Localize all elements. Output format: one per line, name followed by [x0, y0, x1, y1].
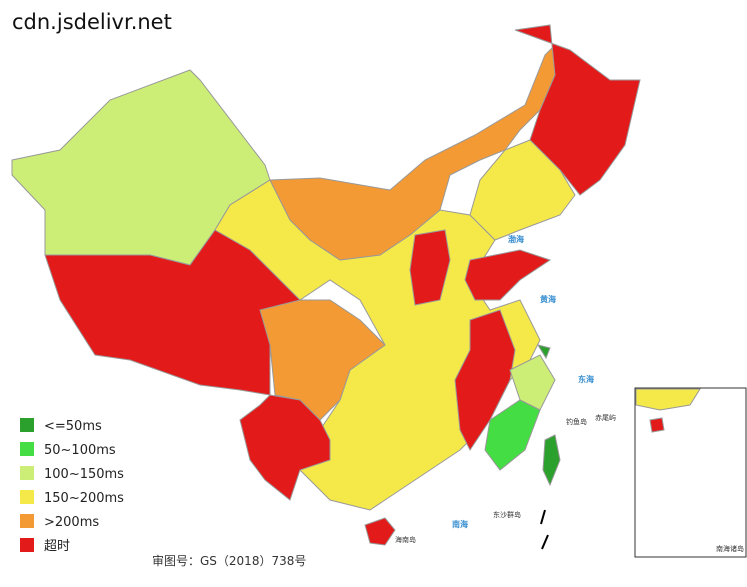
- region: [364, 517, 396, 546]
- inset-frame: [634, 387, 747, 558]
- legend-label: 50~100ms: [44, 443, 116, 458]
- approval-number: 审图号：GS（2018）738号: [152, 553, 306, 568]
- region: [649, 417, 665, 433]
- sea-label: 黄海: [540, 294, 556, 304]
- legend-swatch: [20, 466, 34, 480]
- region: [509, 354, 556, 411]
- legend-label: 150~200ms: [44, 491, 124, 506]
- region: [259, 299, 386, 421]
- legend: <=50ms 50~100ms 100~150ms 150~200ms >200ms 超时: [20, 418, 124, 554]
- region: [484, 399, 541, 471]
- boundary: [540, 509, 549, 550]
- region: [409, 229, 451, 306]
- legend-swatch: [20, 514, 34, 528]
- legend-label: >200ms: [44, 515, 99, 530]
- region: [269, 43, 556, 261]
- island-label: 海南岛: [395, 535, 416, 544]
- region: [469, 139, 576, 241]
- legend-swatch: [20, 442, 34, 456]
- region: [239, 394, 331, 501]
- legend-swatch: [20, 490, 34, 504]
- legend-swatch: [20, 538, 34, 552]
- island-label: 赤尾屿: [595, 413, 616, 422]
- sea-label: 东海: [578, 374, 594, 384]
- region: [464, 249, 552, 301]
- island-label: 东沙群岛: [493, 510, 521, 519]
- legend-label: 超时: [44, 539, 70, 554]
- inset-label: 南海诸岛: [716, 544, 744, 553]
- region: [542, 434, 561, 487]
- sea-label: 南海: [452, 519, 468, 529]
- region: [635, 388, 701, 411]
- legend-swatch: [20, 418, 34, 432]
- region: [454, 309, 516, 451]
- legend-label: <=50ms: [44, 419, 102, 434]
- china-map: [11, 24, 641, 546]
- region: [536, 344, 551, 360]
- title: cdn.jsdelivr.net: [12, 10, 172, 34]
- island-label: 钓鱼岛: [566, 417, 587, 426]
- sea-label: 渤海: [508, 234, 524, 244]
- legend-label: 100~150ms: [44, 467, 124, 482]
- region: [514, 24, 641, 196]
- inset: 南海诸岛: [634, 387, 747, 558]
